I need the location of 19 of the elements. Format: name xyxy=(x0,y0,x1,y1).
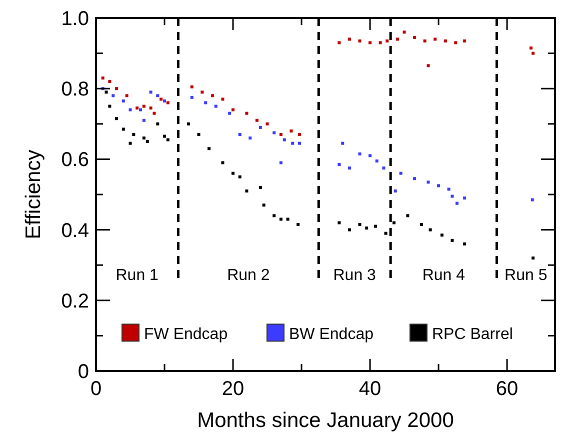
y-tick-label: 1.0 xyxy=(61,8,89,30)
x-axis-title: Months since January 2000 xyxy=(197,409,454,432)
legend-label: BW Endcap xyxy=(289,326,374,344)
annotation: Run 3 xyxy=(333,266,376,284)
y-tick-label: 0.4 xyxy=(61,220,89,242)
x-tick-label: 20 xyxy=(222,378,244,400)
annotation: Run 2 xyxy=(227,266,270,284)
annotation: Run 4 xyxy=(422,266,466,284)
legend-label: RPC Barrel xyxy=(432,326,513,344)
x-tick-label: 40 xyxy=(358,378,382,400)
x-tick-label: 60 xyxy=(496,378,518,400)
y-tick-label: 0.2 xyxy=(61,290,89,312)
y-tick-label: 0 xyxy=(78,361,89,383)
annotation: Run 5 xyxy=(504,266,548,284)
annotation: Run 1 xyxy=(116,266,159,284)
legend-label: FW Endcap xyxy=(144,326,228,344)
y-tick-label: 0.8 xyxy=(61,78,89,101)
y-axis-title: Efficiency xyxy=(22,149,45,240)
y-tick-label: 0.6 xyxy=(61,149,89,172)
